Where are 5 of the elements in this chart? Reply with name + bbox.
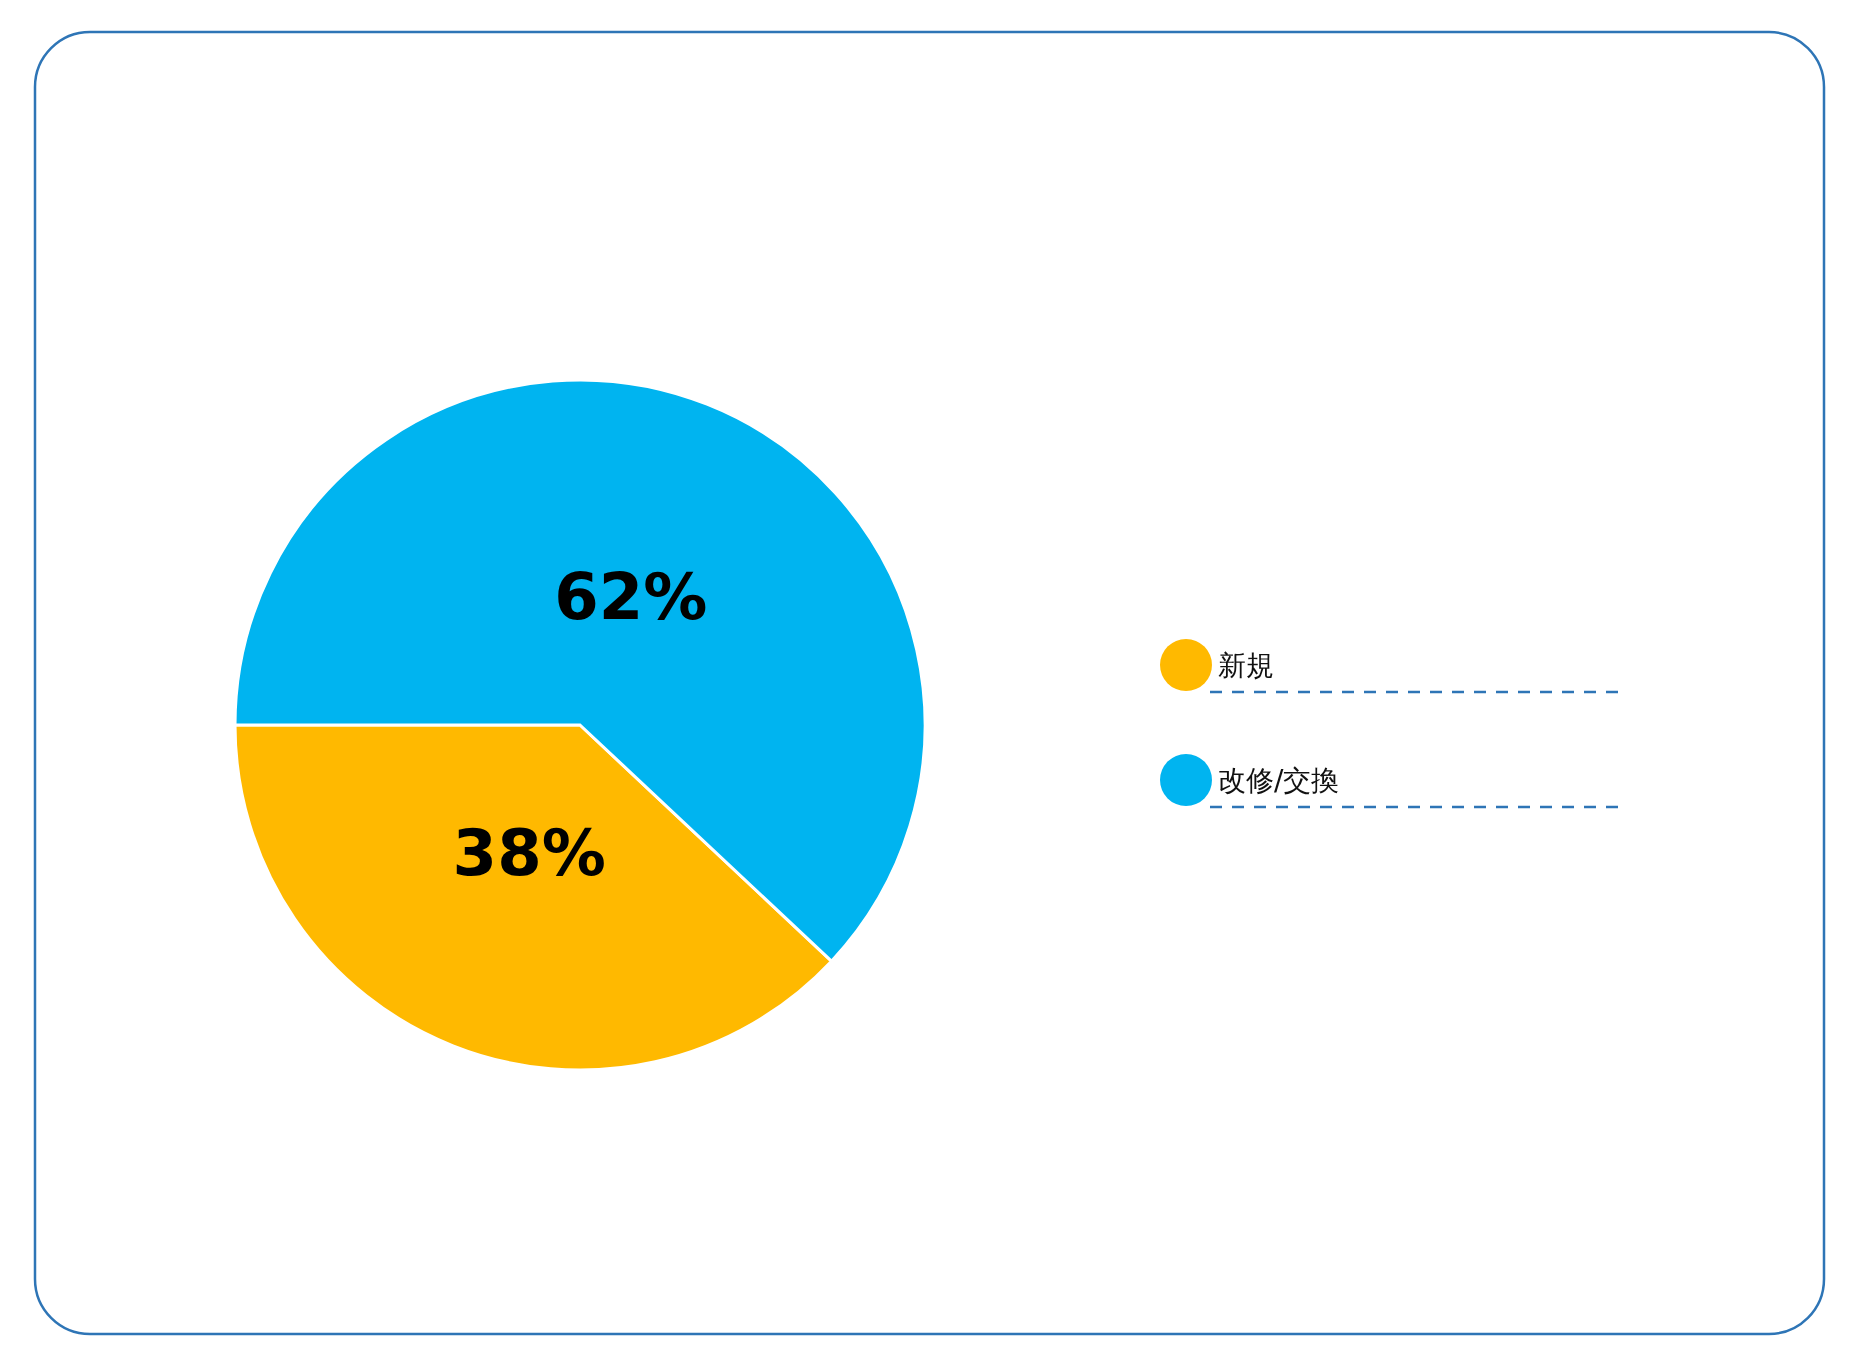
legend-label: 新規 [1218, 648, 1274, 682]
legend-label: 改修/交換 [1218, 763, 1340, 797]
data-label: 62% [554, 559, 708, 634]
legend: 新規 改修/交換 [1160, 639, 1627, 809]
data-label: 38% [452, 816, 606, 891]
